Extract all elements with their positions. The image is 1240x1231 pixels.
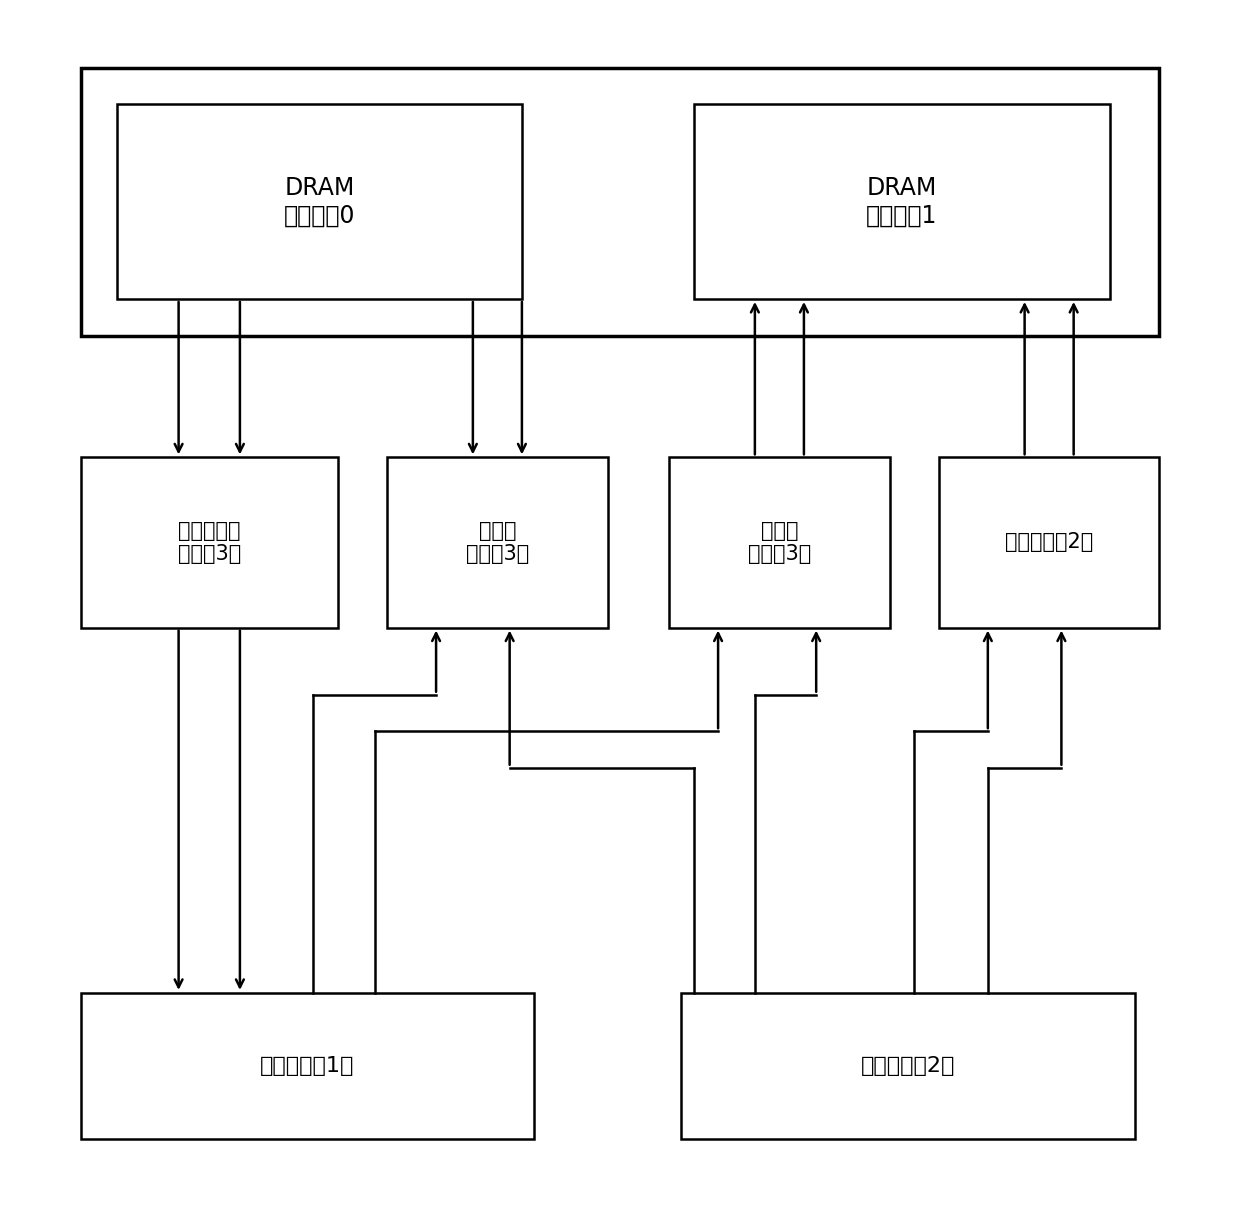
Bar xyxy=(118,105,522,299)
Bar xyxy=(693,105,1111,299)
Bar xyxy=(670,457,890,628)
Text: 处理单元（1）: 处理单元（1） xyxy=(260,1056,355,1076)
Text: 写数据
单元（3）: 写数据 单元（3） xyxy=(748,521,811,564)
Bar xyxy=(681,993,1135,1139)
Text: 命令单元（2）: 命令单元（2） xyxy=(1004,533,1094,553)
Text: 读数据标识
单元（3）: 读数据标识 单元（3） xyxy=(177,521,241,564)
Text: 处理单元（2）: 处理单元（2） xyxy=(861,1056,955,1076)
Text: DRAM
控制单元1: DRAM 控制单元1 xyxy=(867,176,937,228)
Bar xyxy=(81,993,534,1139)
Bar xyxy=(81,457,339,628)
Bar xyxy=(81,68,1159,336)
Text: 写标识
单元（3）: 写标识 单元（3） xyxy=(466,521,529,564)
Bar xyxy=(939,457,1159,628)
Text: DRAM
控制单元0: DRAM 控制单元0 xyxy=(284,176,356,228)
Bar xyxy=(387,457,608,628)
